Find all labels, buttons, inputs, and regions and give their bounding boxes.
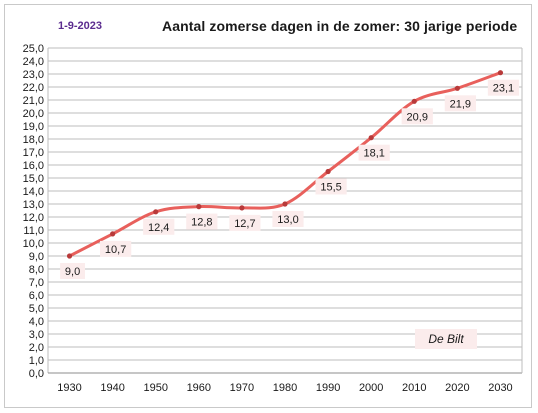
data-labels: 9,0 10,7 12,4 12,8 12,7 13,0 15,5 18,1 20,9 21,9 2… [60,79,520,279]
data-label: 12,8 [191,217,212,229]
x-tick-label: 1930 [57,382,81,394]
data-label: 9,0 [65,266,80,278]
series-line [66,70,504,259]
data-label: 13,0 [277,214,298,226]
data-label-background [444,95,476,112]
y-tick-label: 6,0 [29,290,44,302]
data-label-background [487,79,520,96]
annotation: De Bilt [415,329,477,349]
y-tick-label: 15,0 [23,173,44,185]
x-tick-label: 2010 [402,382,426,394]
x-axis-ticks: 1930 1940 1950 1960 1970 1980 1990 2000 2010 2020… [57,382,512,394]
y-tick-label: 11,0 [23,225,44,237]
annotation-background [415,329,477,349]
data-label: 15,5 [320,182,341,194]
y-tick-label: 0,0 [29,368,44,380]
x-tick-label: 2000 [359,382,383,394]
data-label-background [60,263,85,279]
data-label-background [401,108,433,125]
data-point [239,205,245,211]
y-tick-label: 16,0 [23,160,44,172]
y-tick-label: 17,0 [23,147,44,159]
y-tick-label: 21,0 [23,95,44,107]
y-tick-label: 5,0 [29,303,44,315]
data-label: 23,1 [493,83,514,95]
data-label-background [229,214,261,231]
data-label: 21,9 [450,98,471,110]
y-tick-label: 1,0 [29,355,44,367]
x-tick-label: 1960 [187,382,211,394]
y-tick-label: 14,0 [23,186,44,198]
y-tick-label: 18,0 [23,134,44,146]
data-point [153,209,159,215]
data-point [282,201,288,207]
x-tick-label: 2020 [445,382,469,394]
data-label-background [186,213,218,230]
data-point [411,98,417,104]
x-tick-label: 2030 [488,382,512,394]
y-tick-label: 9,0 [29,251,44,263]
x-tick-label: 1940 [100,382,124,394]
y-tick-label: 24,0 [23,56,44,68]
x-tick-label: 1990 [316,382,340,394]
x-tick-label: 1950 [143,382,167,394]
y-axis-ticks: 0,01,02,03,04,05,06,07,08,09,010,011,012… [23,43,44,380]
data-label-background [315,178,347,195]
data-label: 12,4 [148,222,169,234]
gridlines [47,47,523,374]
y-tick-label: 2,0 [29,342,44,354]
data-point [196,204,202,210]
data-point [325,168,331,175]
y-tick-label: 23,0 [23,69,44,81]
y-tick-label: 3,0 [29,329,44,341]
x-tick-label: 1980 [273,382,297,394]
data-label: 12,7 [234,218,255,230]
y-tick-label: 25,0 [23,43,44,55]
y-tick-label: 19,0 [23,121,44,133]
y-tick-label: 13,0 [23,199,44,211]
y-tick-label: 20,0 [23,108,44,120]
date-label: 1-9-2023 [58,20,103,32]
annotation-de-bilt: De Bilt [428,332,464,346]
x-tick-label: 1970 [230,382,254,394]
y-tick-label: 4,0 [29,316,44,328]
y-tick-label: 8,0 [29,264,44,276]
data-label: 20,9 [407,111,428,123]
data-point [368,135,374,141]
chart-title: Aantal zomerse dagen in de zomer: 30 jar… [162,18,518,34]
y-tick-label: 10,0 [23,238,44,250]
data-point [454,85,460,91]
data-label-background [100,240,132,257]
y-tick-label: 12,0 [23,212,44,224]
data-label-background [272,211,304,227]
y-tick-label: 22,0 [23,82,44,94]
data-label: 10,7 [105,244,126,256]
data-point [66,253,73,259]
data-label-background [358,144,390,161]
data-point [110,231,116,237]
data-label: 18,1 [363,148,384,160]
data-point [497,70,504,76]
y-tick-label: 7,0 [29,277,44,289]
data-label-background [143,218,175,235]
